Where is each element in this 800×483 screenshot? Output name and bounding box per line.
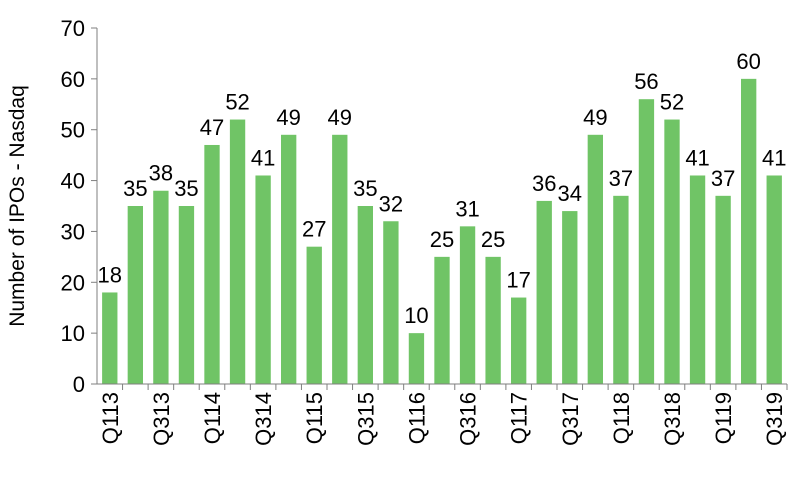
x-tick-label: Q316 [456,392,481,446]
y-axis: 0 10 20 30 40 50 60 70 [61,16,98,397]
bar [178,206,195,384]
data-label: 10 [404,303,428,328]
data-label: 37 [711,166,735,191]
data-label: 41 [685,145,709,170]
data-label: 35 [353,176,377,201]
bar [357,206,373,384]
bar [536,200,552,384]
bar [613,195,629,384]
x-tick-label: Q119 [711,392,736,444]
data-label: 49 [583,105,607,130]
data-label: 41 [251,145,275,170]
bar [306,246,322,384]
bar [715,195,731,384]
data-label: 38 [149,161,173,186]
bar [741,78,757,384]
data-label: 37 [609,166,633,191]
bar [459,226,476,384]
y-tick-label: 70 [61,16,85,41]
bar [255,175,271,384]
y-tick-label: 30 [61,219,85,244]
data-label: 52 [225,90,249,115]
data-label: 49 [276,105,300,130]
x-tick-label: Q113 [98,392,123,444]
y-axis-title: Number of IPOs - Nasdaq [6,85,29,327]
y-tick-label: 10 [61,321,85,346]
bars [102,78,782,385]
data-label: 36 [532,171,556,196]
x-tick-label: Q313 [149,392,174,446]
data-label: 25 [481,227,505,252]
x-tick-label: Q315 [353,392,378,446]
data-label: 31 [455,196,479,221]
bar [434,256,450,384]
bar [689,175,706,384]
bar [102,292,118,384]
data-label: 60 [736,49,760,74]
x-tick-label: Q118 [609,392,634,444]
bar [281,134,297,384]
x-tick-label: Q116 [404,392,429,444]
x-tick-label: Q114 [200,392,225,444]
x-tick-label: Q314 [251,392,276,446]
data-label: 49 [328,105,352,130]
x-tick-label: Q318 [660,392,685,446]
data-label: 34 [558,181,582,206]
data-label: 47 [200,115,224,140]
x-tick-label: Q117 [507,392,532,444]
data-label: 52 [660,90,684,115]
y-tick-label: 20 [61,270,85,295]
bar [511,297,527,384]
y-tick-label: 40 [61,169,85,194]
bar [485,256,501,384]
data-label: 32 [379,191,403,216]
bar [383,221,399,384]
bar [153,190,169,384]
bar [127,206,143,384]
bar [638,99,655,384]
data-label: 25 [430,227,454,252]
data-label: 56 [634,69,658,94]
bar [204,144,220,384]
data-label: 35 [123,176,147,201]
bar [766,175,782,384]
x-axis: Q113 Q313 Q114 Q314 Q115 Q315 Q116 Q316 Q117 Q317… [97,383,788,446]
x-tick-label: Q319 [762,392,787,446]
y-tick-label: 60 [61,67,85,92]
data-label: 41 [762,145,786,170]
bar [664,119,680,385]
data-label: 35 [174,176,198,201]
y-tick-label: 50 [61,118,85,143]
x-tick-label: Q115 [302,392,327,444]
data-label: 27 [302,217,326,242]
bar [562,211,578,384]
bar [332,134,348,384]
data-label: 18 [98,262,122,287]
bar [408,333,425,384]
y-tick-label: 0 [73,372,85,397]
bar [229,119,246,385]
bar [587,134,603,384]
data-label: 17 [506,268,530,293]
x-tick-label: Q317 [558,392,583,446]
